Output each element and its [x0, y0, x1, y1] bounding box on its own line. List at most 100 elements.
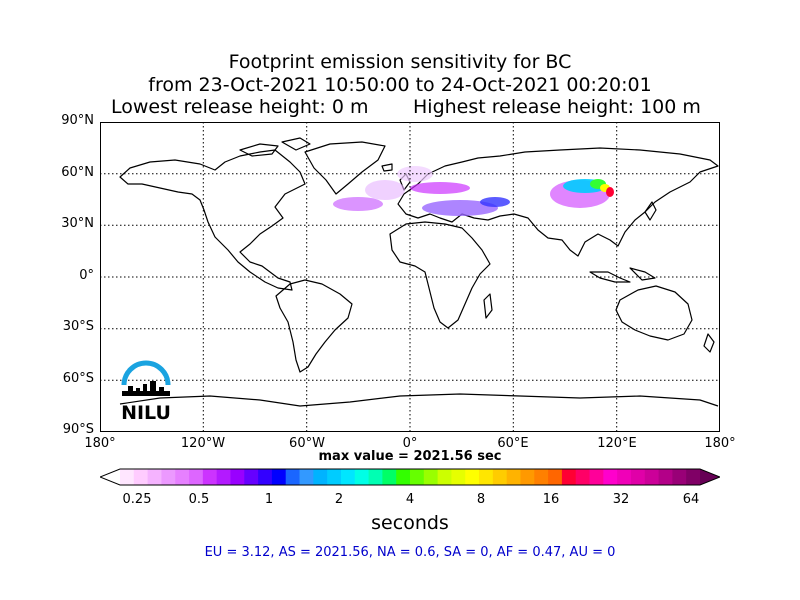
title-line-2: from 23-Oct-2021 10:50:00 to 24-Oct-2021…: [148, 74, 652, 96]
colorbar-cell: [189, 469, 204, 485]
lat-tick-90s: 90°S: [62, 422, 94, 437]
madagascar-outline: [483, 293, 493, 319]
colorbar-cell: [133, 469, 149, 485]
world-map: [100, 122, 720, 432]
japan-outline: [644, 201, 657, 221]
arctic-islands-outline: [239, 137, 311, 157]
colorbar-cell: [202, 469, 218, 485]
lat-tick-60s: 60°S: [62, 371, 94, 386]
eurasia-outline: [397, 147, 719, 257]
south-america-outline: [275, 279, 353, 373]
lat-tick-0: 0°: [79, 268, 94, 283]
colorbar-tick-0.5: 0.5: [188, 492, 210, 507]
nilu-logo-text: NILU: [121, 402, 171, 424]
lat-tick-30n: 30°N: [61, 216, 94, 231]
colorbar-cell: [382, 469, 397, 485]
max-value-label: max value = 2021.56 sec: [318, 449, 502, 464]
colorbar-cell: [271, 469, 287, 485]
colorbar-tick-4: 4: [405, 492, 415, 507]
colorbar-cell: [161, 469, 176, 485]
lat-tick-90n: 90°N: [61, 113, 94, 128]
plume-red: [606, 187, 614, 197]
colorbar-cell: [423, 469, 439, 485]
australia-outline: [615, 285, 693, 341]
graticule: [100, 122, 720, 432]
lon-tick-60e: 60°E: [497, 436, 529, 451]
colorbar-cell: [548, 469, 563, 485]
colorbar-over-arrow: [700, 469, 720, 485]
colorbar-tick-8: 8: [476, 492, 486, 507]
colorbar-cell: [354, 469, 369, 485]
colorbar-tick-1: 1: [264, 492, 274, 507]
colorbar-cell: [410, 469, 425, 485]
colorbar-tick-64: 64: [682, 492, 700, 507]
colorbar-tick-32: 32: [612, 492, 630, 507]
title-line-1: Footprint emission sensitivity for BC: [228, 51, 572, 73]
nilu-logo-skyline: [122, 381, 170, 396]
lon-tick-60w: 60°W: [289, 436, 325, 451]
footprint-plume: [333, 166, 614, 216]
lon-tick-120e: 120°E: [597, 436, 637, 451]
indonesia-outline: [589, 267, 656, 283]
colorbar-cell: [520, 469, 535, 485]
colorbar-cell: [658, 469, 673, 485]
lat-tick-30s: 30°S: [62, 319, 94, 334]
lowest-release-height: Lowest release height: 0 m: [111, 96, 369, 118]
new-zealand-outline: [703, 333, 715, 353]
plume-europe: [410, 182, 470, 194]
colorbar-cell: [506, 469, 521, 485]
colorbar-label: seconds: [371, 512, 449, 534]
colorbar-cell: [686, 469, 701, 485]
colorbar-tick-16: 16: [542, 492, 560, 507]
colorbar-cell: [630, 469, 646, 485]
lon-tick-180w: 180°: [84, 436, 116, 451]
north-america-outline: [119, 149, 306, 291]
colorbar-cell: [644, 469, 659, 485]
lon-tick-180e: 180°: [704, 436, 736, 451]
colorbar-cell: [258, 469, 273, 485]
colorbar-cell: [299, 469, 314, 485]
plume-atlantic: [333, 197, 383, 211]
colorbar: [100, 468, 720, 486]
colorbar-cell: [672, 469, 687, 485]
lon-tick-0: 0°: [402, 436, 418, 451]
antarctica-outline: [119, 393, 719, 407]
colorbar-cell: [451, 469, 466, 485]
colorbar-cell: [285, 469, 300, 485]
colorbar-cell: [147, 469, 162, 485]
colorbar-cell: [244, 469, 259, 485]
colorbar-cell: [216, 469, 231, 485]
plume-mediterranean: [422, 200, 498, 216]
colorbar-cell: [465, 469, 480, 485]
plume-europe-faint: [397, 166, 433, 182]
highest-release-height: Highest release height: 100 m: [413, 96, 701, 118]
colorbar-cell: [340, 469, 356, 485]
nilu-logo: NILU: [121, 360, 171, 424]
colorbar-cell: [175, 469, 190, 485]
colorbar-cells: [100, 469, 720, 485]
nilu-logo-arc: [121, 360, 171, 386]
colorbar-tick-0.25: 0.25: [122, 492, 152, 507]
coastlines: [119, 137, 719, 407]
colorbar-cell: [603, 469, 618, 485]
map-frame: [100, 122, 720, 432]
lon-tick-120w: 120°W: [180, 436, 226, 451]
plume-caspian: [480, 197, 510, 207]
colorbar-cell: [479, 469, 494, 485]
colorbar-cell: [327, 469, 342, 485]
colorbar-cell: [617, 469, 632, 485]
plume-atlantic-faint: [365, 180, 405, 200]
colorbar-cell: [575, 469, 590, 485]
africa-outline: [389, 221, 491, 329]
colorbar-cell: [589, 469, 604, 485]
colorbar-cell: [230, 469, 245, 485]
colorbar-cell: [534, 469, 549, 485]
colorbar-cell: [396, 469, 411, 485]
greenland-outline: [304, 141, 386, 195]
colorbar-under-arrow: [100, 469, 120, 485]
colorbar-cell: [120, 469, 135, 485]
colorbar-outline: [100, 468, 720, 486]
colorbar-tick-2: 2: [334, 492, 344, 507]
region-totals: EU = 3.12, AS = 2021.56, NA = 0.6, SA = …: [204, 545, 616, 560]
colorbar-cell: [368, 469, 383, 485]
